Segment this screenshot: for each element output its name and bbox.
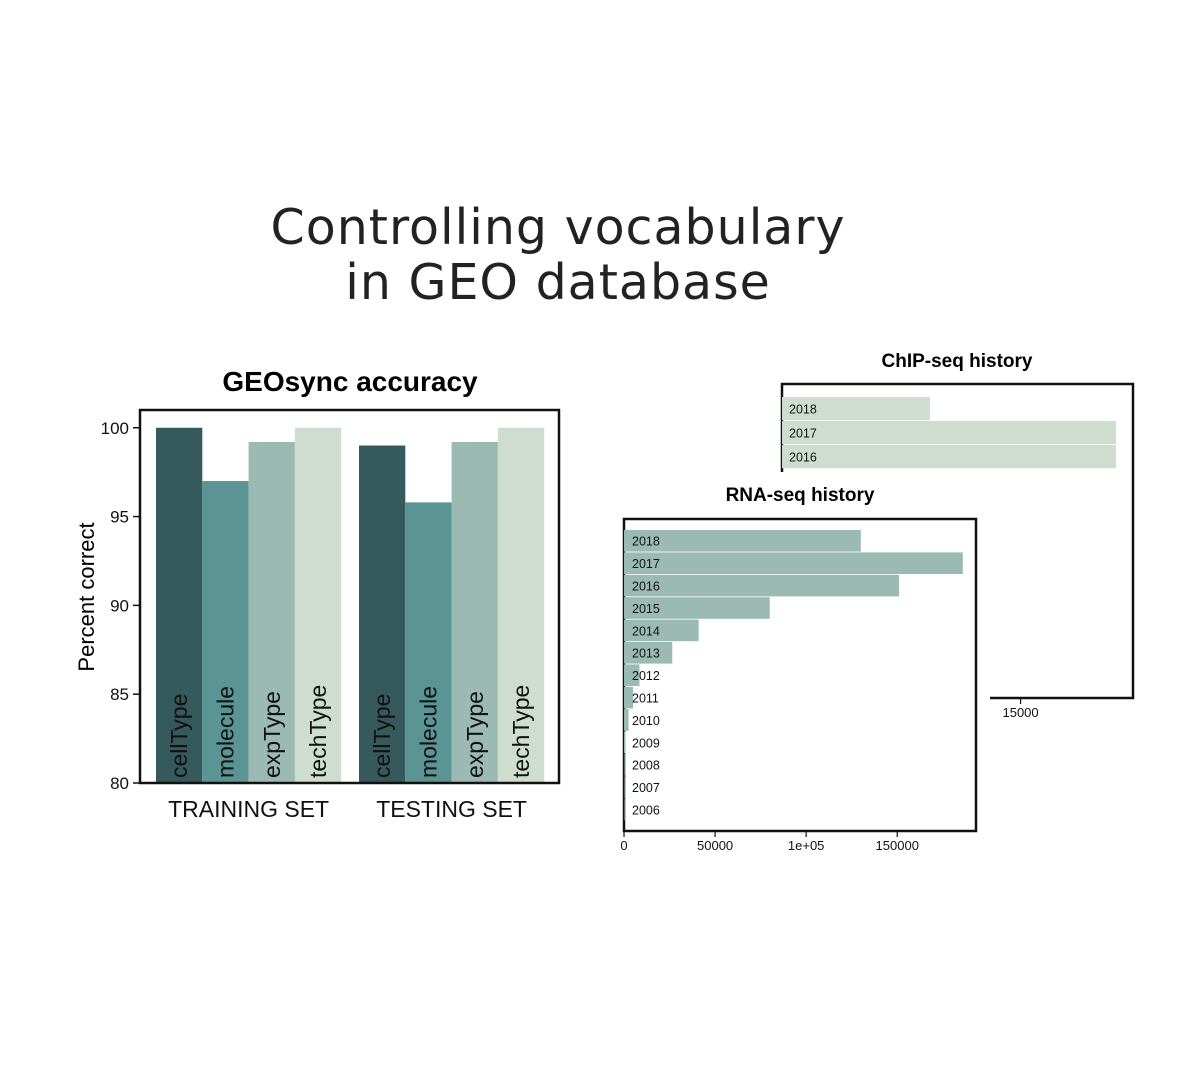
rnaseq-bar-2009 — [624, 731, 626, 754]
accuracy-bar-label-techType-1: techType — [508, 685, 534, 778]
chipseq-year-label-2016: 2016 — [789, 451, 817, 465]
rnaseq-bar-2014 — [624, 619, 699, 642]
rnaseq-year-label-2017: 2017 — [632, 557, 660, 571]
rnaseq-year-label-2007: 2007 — [632, 781, 660, 795]
chipseq-x-tick-0: 15000 — [1002, 705, 1038, 720]
chipseq-year-label-2017: 2017 — [789, 427, 817, 441]
rnaseq-x-tick-3: 150000 — [876, 838, 919, 853]
accuracy-bar-expType-1 — [451, 441, 498, 783]
accuracy-x-label-1: TESTING SET — [376, 796, 527, 822]
rnaseq-x-tick-1: 50000 — [697, 838, 733, 853]
accuracy-bar-label-cellType-1: cellType — [369, 694, 395, 778]
rnaseq-year-label-2016: 2016 — [632, 580, 660, 594]
accuracy-bar-label-molecule-1: molecule — [415, 686, 441, 778]
accuracy-bar-expType-0 — [248, 441, 295, 783]
rnaseq-year-label-2018: 2018 — [632, 535, 660, 549]
accuracy-title: GEOsync accuracy — [222, 366, 478, 397]
rnaseq-bar-2006 — [624, 798, 625, 821]
rnaseq-year-label-2014: 2014 — [632, 624, 660, 638]
accuracy-x-labels: TRAINING SET TESTING SET — [168, 796, 527, 822]
rnaseq-bar-2007 — [624, 776, 625, 798]
accuracy-bar-cellType-0 — [156, 427, 203, 783]
chipseq-title: ChIP-seq history — [882, 351, 1033, 372]
accuracy-bar-techType-0 — [294, 427, 342, 783]
accuracy-plot-frame — [138, 408, 561, 785]
chipseq-bar-2018 — [782, 397, 930, 421]
rnaseq-year-label-2010: 2010 — [632, 714, 660, 728]
accuracy-y-tick-95: 95 — [110, 508, 129, 527]
rnaseq-bar-2011 — [624, 686, 634, 709]
accuracy-y-tick-100: 100 — [101, 419, 129, 438]
slide-title-line-2: in GEO database — [345, 254, 771, 311]
rnaseq-bar-2015 — [624, 597, 770, 619]
accuracy-bar-molecule-0 — [202, 481, 249, 783]
rnaseq-year-label-2006: 2006 — [632, 804, 660, 818]
rnaseq-year-label-2015: 2015 — [632, 602, 660, 616]
rnaseq-x-ticks: 0 50000 1e+05 150000 — [620, 831, 919, 853]
chipseq-bar-2016 — [782, 445, 1116, 469]
rnaseq-chart: RNA-seq history 2018 2017 2016 2015 2014 2013… — [610, 472, 990, 853]
rnaseq-bar-2013 — [624, 642, 673, 664]
rnaseq-year-label-2012: 2012 — [632, 669, 660, 683]
rnaseq-x-tick-0: 0 — [620, 838, 627, 853]
accuracy-bar-label-techType-0: techType — [305, 685, 331, 778]
rnaseq-title: RNA-seq history — [726, 485, 875, 506]
rnaseq-year-label-2013: 2013 — [632, 647, 660, 661]
accuracy-bar-techType-1 — [497, 427, 545, 783]
chipseq-bar-2017 — [782, 421, 1116, 445]
chipseq-year-label-2018: 2018 — [789, 403, 817, 417]
rnaseq-year-label-2011: 2011 — [632, 692, 659, 706]
rnaseq-bar-2018 — [624, 530, 861, 552]
accuracy-bar-label-molecule-0: molecule — [212, 686, 238, 778]
rnaseq-bar-2010 — [624, 709, 629, 731]
accuracy-y-axis-label: Percent correct — [74, 522, 99, 671]
rnaseq-year-label-2008: 2008 — [632, 759, 660, 773]
rnaseq-bars: 2018 2017 2016 2015 2014 2013 2012 2011 2010 2009… — [624, 530, 963, 821]
accuracy-y-tick-80: 80 — [110, 774, 129, 793]
accuracy-y-tick-85: 85 — [110, 685, 129, 704]
accuracy-y-ticks: 80 85 90 95 100 — [101, 419, 140, 793]
chipseq-x-ticks: 15000 — [1002, 698, 1039, 720]
rnaseq-bar-2016 — [624, 574, 900, 597]
rnaseq-bar-2017 — [624, 552, 963, 574]
rnaseq-bar-2012 — [624, 664, 640, 686]
accuracy-y-tick-90: 90 — [110, 596, 129, 615]
rnaseq-bar-2008 — [624, 754, 625, 776]
accuracy-bar-cellType-1 — [359, 445, 406, 783]
accuracy-bars: cellType molecule expType techType cellType m… — [156, 427, 545, 783]
slide-title-line-1: Controlling vocabulary — [270, 199, 846, 256]
accuracy-bar-label-expType-1: expType — [462, 691, 488, 778]
accuracy-bar-molecule-1 — [405, 502, 452, 783]
slide-title: Controlling vocabulary in GEO database — [158, 200, 958, 310]
rnaseq-year-label-2009: 2009 — [632, 736, 660, 750]
accuracy-x-label-0: TRAINING SET — [168, 796, 329, 822]
accuracy-chart: GEOsync accuracy Percent correct cellTyp… — [74, 366, 561, 822]
rnaseq-x-tick-2: 1e+05 — [788, 838, 825, 853]
chipseq-bars: 2018 2017 2016 — [782, 397, 1116, 469]
accuracy-bar-label-cellType-0: cellType — [166, 694, 192, 778]
accuracy-bar-label-expType-0: expType — [259, 691, 285, 778]
